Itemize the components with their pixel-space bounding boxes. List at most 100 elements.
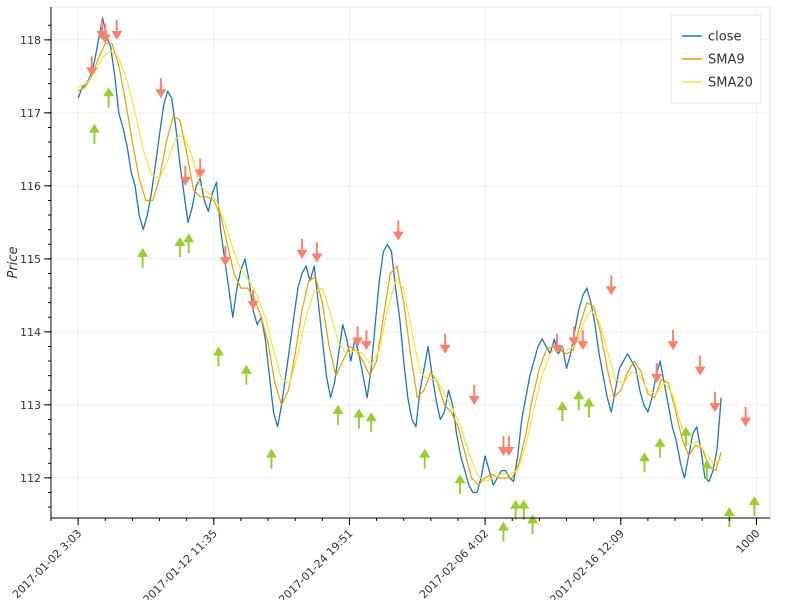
sell-marker-head [194, 169, 206, 179]
sell-signal-marker [605, 275, 617, 296]
sell-signal-marker [740, 406, 752, 427]
sell-marker-head [360, 341, 372, 351]
buy-marker-head [701, 459, 713, 469]
buy-marker-head [497, 521, 509, 531]
y-tick-label: 118 [20, 34, 41, 47]
x-tick-label: 2017-01-02 3:03 [10, 527, 84, 600]
legend-label: SMA20 [708, 76, 753, 91]
sell-signal-marker [468, 384, 480, 405]
sell-signal-marker [709, 392, 721, 413]
buy-marker-head [654, 437, 666, 447]
buy-marker-head [137, 247, 149, 257]
sell-signal-marker [360, 330, 372, 351]
buy-signal-marker [556, 401, 568, 422]
sell-marker-head [99, 34, 111, 44]
buy-signal-marker [240, 364, 252, 385]
buy-signal-marker [365, 412, 377, 433]
buy-signal-marker [353, 408, 365, 429]
sell-signal-marker [247, 289, 259, 310]
buy-signal-marker [419, 448, 431, 469]
buy-marker-head [365, 412, 377, 422]
buy-signal-marker [701, 459, 713, 480]
sell-signal-marker [651, 362, 663, 383]
x-tick-label: 1000 [734, 527, 763, 556]
sell-marker-head [86, 67, 98, 77]
y-tick-label: 112 [20, 472, 41, 485]
sell-signal-marker [155, 78, 167, 99]
sell-signal-marker [179, 165, 191, 186]
y-tick-label: 114 [20, 326, 41, 339]
sell-signal-marker [694, 355, 706, 376]
sell-signal-marker [311, 242, 323, 263]
sell-signal-marker [439, 333, 451, 354]
sell-marker-head [651, 373, 663, 383]
buy-marker-head [332, 404, 344, 414]
buy-signal-marker [583, 397, 595, 418]
sell-signal-marker [352, 326, 364, 347]
buy-marker-head [556, 401, 568, 411]
legend-label: SMA9 [708, 53, 745, 68]
buy-signal-marker [510, 499, 522, 520]
sell-marker-head [740, 417, 752, 427]
buy-signal-marker [497, 521, 509, 542]
buy-signal-marker [88, 123, 100, 144]
buy-signal-marker [518, 499, 530, 520]
sell-signal-marker [392, 220, 404, 241]
x-tick-label: 2017-01-12 11:35 [141, 527, 220, 600]
sell-marker-head [296, 249, 308, 259]
buy-signal-marker [527, 514, 539, 535]
sell-marker-head [709, 403, 721, 413]
sell-marker-head [468, 395, 480, 405]
sell-signal-marker [568, 326, 580, 347]
x-tick-label: 2017-02-06 4:02 [417, 527, 491, 600]
sell-marker-head [439, 344, 451, 354]
buy-marker-head [265, 448, 277, 458]
sell-marker-head [311, 253, 323, 263]
y-tick-label: 117 [20, 107, 41, 120]
buy-marker-head [454, 474, 466, 484]
sell-marker-head [694, 366, 706, 376]
buy-signal-marker [137, 247, 149, 268]
sell-marker-head [247, 300, 259, 310]
sell-signal-marker [577, 330, 589, 351]
buy-signal-marker [174, 236, 186, 257]
buy-marker-head [183, 233, 195, 243]
buy-marker-head [680, 426, 692, 436]
buy-marker-head [88, 123, 100, 133]
buy-marker-head [748, 496, 760, 506]
sell-marker-head [155, 89, 167, 99]
buy-marker-head [723, 507, 735, 517]
sell-signal-marker [296, 238, 308, 259]
buy-marker-head [639, 452, 651, 462]
sell-marker-head [179, 176, 191, 186]
sell-marker-head [219, 257, 231, 267]
buy-marker-head [174, 236, 186, 246]
sell-signal-marker [111, 19, 123, 40]
buy-marker-head [353, 408, 365, 418]
x-tick-label: 2017-02-16 12:09 [548, 527, 627, 600]
series-line-sma9 [77, 42, 722, 486]
buy-signal-marker [639, 452, 651, 473]
buy-signal-marker [654, 437, 666, 458]
sell-marker-head [111, 30, 123, 40]
sell-marker-head [605, 286, 617, 296]
plot-layer [77, 17, 722, 494]
y-axis-title: Price [6, 247, 21, 279]
buy-marker-head [583, 397, 595, 407]
sell-marker-head [352, 337, 364, 347]
sell-marker-head [392, 231, 404, 241]
buy-marker-head [240, 364, 252, 374]
sell-signal-marker [667, 330, 679, 351]
legend: close SMA9 SMA20 [670, 14, 762, 104]
sell-marker-head [503, 446, 515, 456]
buy-signal-marker [103, 87, 115, 108]
y-tick-label: 115 [20, 253, 41, 266]
buy-signal-marker [748, 496, 760, 517]
buy-signal-marker [723, 507, 735, 528]
sell-signal-marker [503, 435, 515, 456]
buy-marker-head [213, 346, 225, 356]
series-line-sma20 [77, 50, 722, 483]
buy-marker-head [103, 87, 115, 97]
axes: 112 113 114 115 116 117 118 2017-01-02 3:03 2017… [6, 7, 770, 600]
